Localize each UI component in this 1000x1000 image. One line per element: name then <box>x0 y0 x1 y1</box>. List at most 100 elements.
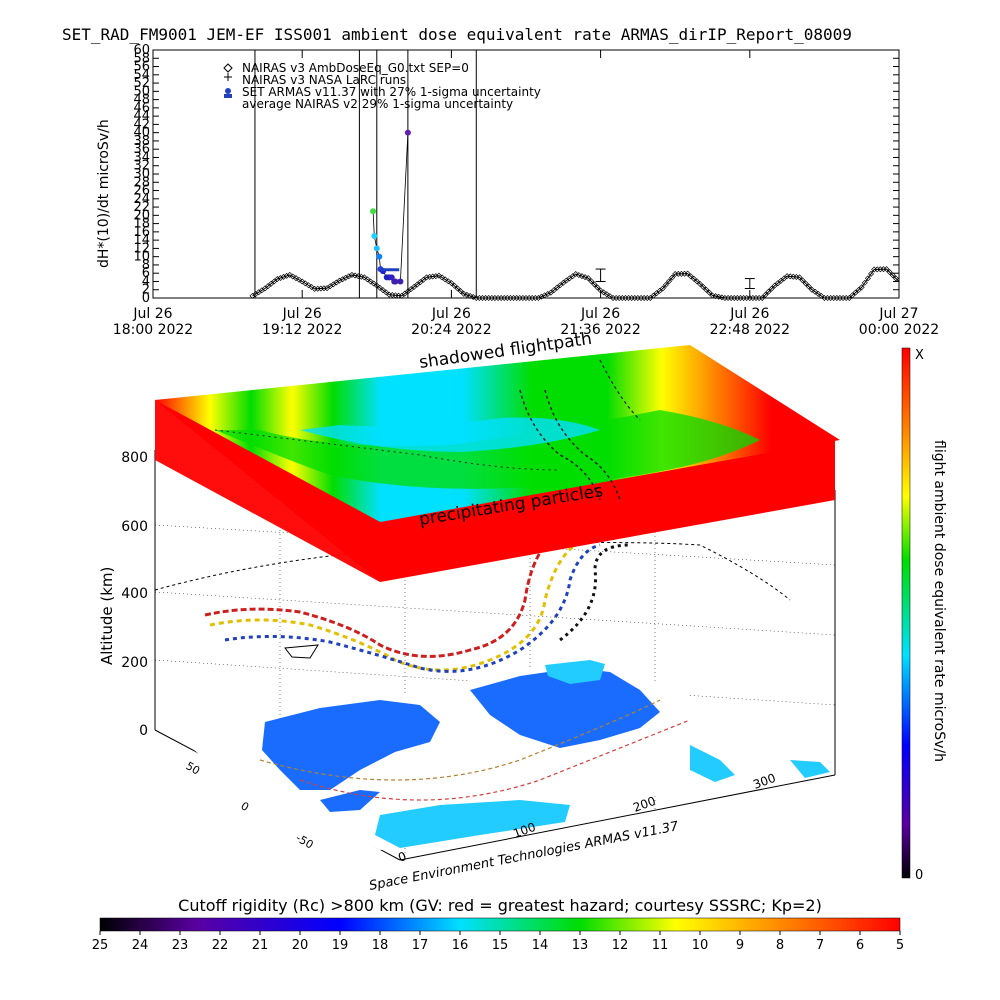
nairas-point <box>886 269 893 276</box>
orbit-track <box>209 543 576 672</box>
y-tick-label: 18 <box>133 217 150 232</box>
nairas-point <box>550 287 557 294</box>
y-tick-label: 60 <box>133 43 150 58</box>
y-tick-label: 50 <box>133 84 150 99</box>
colorbar-bottom-ticks: 25 24 23 22 21 20 19 18 17 16 15 14 13 12 11 10 9 8 7 6 5 <box>92 931 904 953</box>
y-tick-label: 30 <box>133 167 150 182</box>
x-tick-label: Jul 26 <box>580 306 620 322</box>
colorbar-tick-label: 12 <box>612 938 629 953</box>
y-tick-label: 6 <box>142 266 150 281</box>
colorbar-tick-label: 21 <box>252 938 269 953</box>
base-axis-y <box>399 774 836 861</box>
armas-uncertainty-bar <box>380 268 400 272</box>
colorbar-bottom-scale <box>99 917 901 932</box>
colorbar-tick-label: 13 <box>572 938 589 953</box>
nairas-point <box>684 270 691 277</box>
nairas-point <box>541 292 548 299</box>
colorbar-tick-label: 11 <box>652 938 669 953</box>
nairas-point <box>296 276 303 283</box>
nairas-point <box>858 284 865 291</box>
y-tick-label: 2 <box>142 283 150 298</box>
nairas-point <box>700 283 707 290</box>
nairas-point <box>808 286 815 293</box>
y-tick-label: 46 <box>133 101 150 116</box>
colorbar-tick-label: 14 <box>532 938 549 953</box>
y-tick-label: -50 <box>294 831 316 851</box>
nairas-point <box>429 273 436 280</box>
y-tick-label: 58 <box>133 51 150 66</box>
x-tick-label: Jul 26 <box>282 306 322 322</box>
y-tick-label: 52 <box>133 76 150 91</box>
nairas-point <box>578 273 585 280</box>
nairas-point <box>376 284 383 291</box>
nairas-point <box>557 282 564 289</box>
y-tick-label: 44 <box>133 109 150 124</box>
legend-label: average NAIRAS v2 29% 1-sigma uncertaint… <box>242 97 513 111</box>
armas-point <box>373 245 380 252</box>
legend-diamond-icon <box>223 63 233 73</box>
nairas-point <box>286 271 293 278</box>
nairas-point <box>697 280 704 287</box>
y-tick-label: 36 <box>133 142 150 157</box>
nairas-point <box>805 283 812 290</box>
armas-point <box>404 129 411 136</box>
colorbar-tick-label: 20 <box>292 938 309 953</box>
nairas-point <box>463 291 470 298</box>
y-tick-label: 50 <box>184 759 203 777</box>
orbit-track <box>224 543 601 673</box>
slab-cyan-band <box>300 417 600 452</box>
colorbar-tick-label: 8 <box>776 938 784 953</box>
x-tick-label: Jul 26 <box>132 306 172 322</box>
colorbar-tick-label: 10 <box>692 938 709 953</box>
x-tick-label: Jul 26 <box>729 306 769 322</box>
y-tick-label: 24 <box>133 192 150 207</box>
nairas-point <box>693 278 700 285</box>
nairas-point <box>538 293 545 300</box>
nairas-point <box>600 289 607 296</box>
nairas-point <box>445 278 452 285</box>
orbit-track <box>204 544 547 658</box>
legend-plus-icon <box>224 73 232 81</box>
nairas-point <box>815 290 822 297</box>
cutoff-rigidity-colorbar: Cutoff rigidity (Rc) >800 km (GV: red = … <box>92 896 904 953</box>
map-landmass <box>262 700 440 790</box>
slab-track-overlay <box>599 359 641 421</box>
slab-track-overlay <box>214 429 561 471</box>
colorbar-tick-label: 6 <box>856 938 864 953</box>
y-tick-label: 28 <box>133 175 150 190</box>
nairas-point <box>274 275 281 282</box>
nairas-point <box>852 289 859 296</box>
nairas-point <box>868 270 875 277</box>
altitude-3d-plot: 0 200 400 600 800 Altitude (km) <box>98 329 840 894</box>
nairas-point <box>889 272 896 279</box>
nairas-point <box>575 272 582 279</box>
nairas-point <box>283 272 290 279</box>
nairas-point <box>846 295 853 301</box>
nairas-point <box>669 274 676 281</box>
z-tick-label: 200 <box>121 655 148 671</box>
y-axis-label: dH*(10)/dt microSv/h <box>96 119 112 268</box>
nairas-point <box>367 278 374 285</box>
y-tick-label: 14 <box>133 233 150 248</box>
colorbar-tick-label: 22 <box>212 938 229 953</box>
map-landmass <box>790 760 830 778</box>
z-tick-label: 400 <box>121 586 148 602</box>
nairas-point <box>448 280 455 287</box>
x-tick-label: 00:00 2022 <box>859 322 939 338</box>
nairas-point <box>706 289 713 296</box>
colorbar-tick-label: 23 <box>172 938 189 953</box>
nairas-point <box>308 284 315 291</box>
nairas-point <box>426 273 433 280</box>
nairas-point <box>768 285 775 292</box>
x-tick-label: Jul 27 <box>878 306 918 322</box>
nairas-point <box>594 284 601 291</box>
armas-point <box>370 208 377 215</box>
legend-label: NAIRAS v3 AmbDoseEq_G0.txt SEP=0 <box>242 61 469 75</box>
orbit-track <box>559 543 631 642</box>
nairas-point <box>544 290 551 297</box>
x-tick-label: 19:12 2022 <box>262 322 342 338</box>
armas-point <box>371 233 378 239</box>
colorbar-tick-label: 19 <box>332 938 349 953</box>
nairas-point <box>812 288 819 295</box>
